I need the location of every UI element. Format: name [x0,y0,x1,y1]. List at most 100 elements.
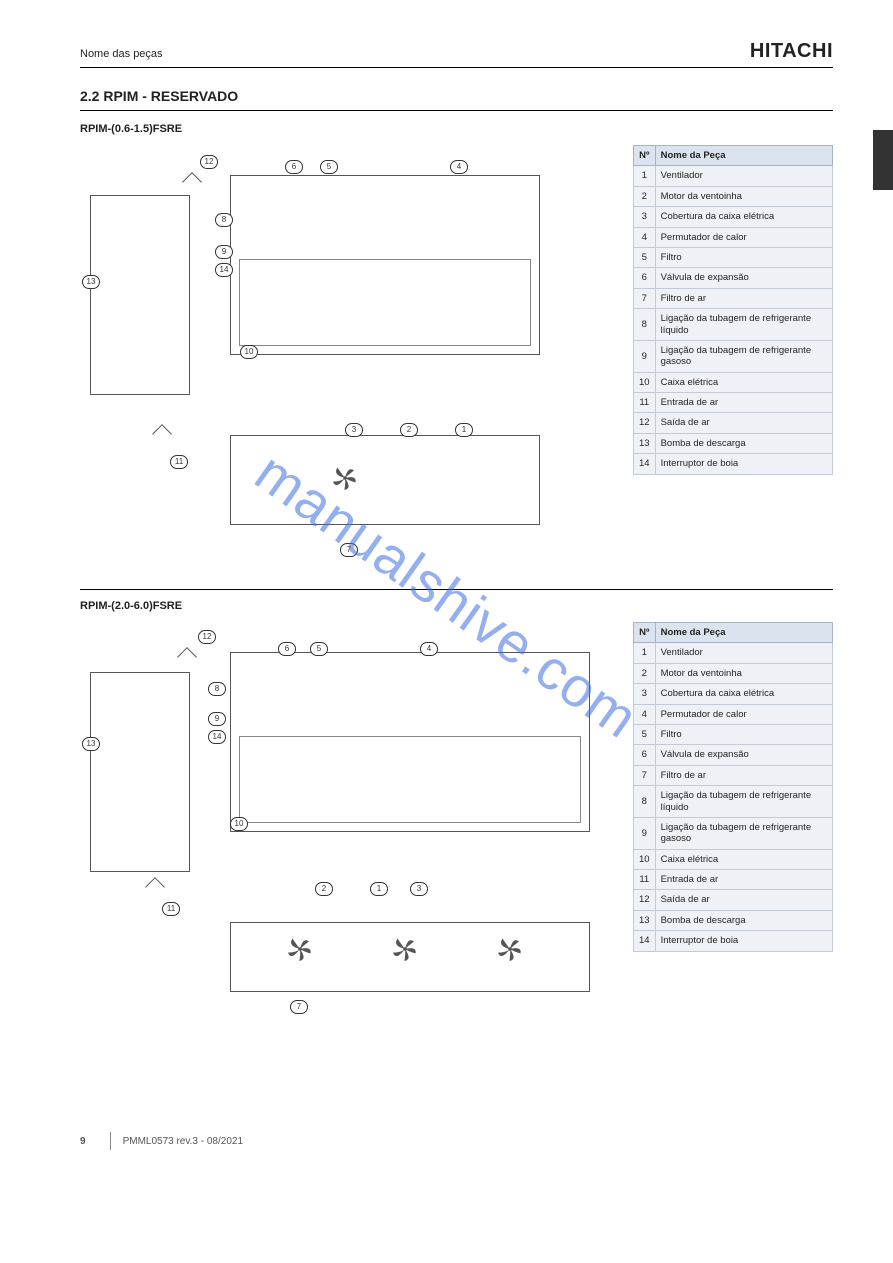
parts-cell-no: 4 [634,227,656,247]
callout-bubble: 14 [215,263,233,277]
callout-bubble: 5 [320,160,338,174]
parts-th-name: Nome da Peça [655,146,832,166]
parts-cell-name: Motor da ventoinha [655,186,832,206]
parts-cell-name: Interruptor de boia [655,931,832,951]
footer-doc-ref: PMML0573 rev.3 - 08/2021 [123,1136,243,1147]
callout-bubble: 10 [240,345,258,359]
parts-cell-name: Permutador de calor [655,704,832,724]
parts-cell-name: Entrada de ar [655,870,832,890]
callout-bubble: 8 [208,682,226,696]
callout-bubble: 14 [208,730,226,744]
callout-bubble: 6 [285,160,303,174]
parts-row: 1Ventilador [634,166,833,186]
parts-row: 12Saída de ar [634,413,833,433]
model-heading-1: RPIM-(2.0-6.0)FSRE [80,600,833,612]
content-block-1: 1265489141310213117 Nº Nome da Peça 1Ven… [80,622,833,1052]
section-title: 2.2 RPIM - RESERVADO [80,88,833,111]
parts-cell-name: Saída de ar [655,413,832,433]
parts-th-name: Nome da Peça [655,623,832,643]
callout-bubble: 12 [198,630,216,644]
parts-cell-no: 9 [634,340,656,372]
parts-row: 1Ventilador [634,643,833,663]
fan-icon [495,934,525,964]
parts-cell-name: Válvula de expansão [655,268,832,288]
page-edge-tab [873,130,893,190]
parts-cell-no: 9 [634,817,656,849]
fan-icon [330,463,360,493]
parts-cell-no: 11 [634,393,656,413]
parts-row: 2Motor da ventoinha [634,186,833,206]
parts-cell-no: 13 [634,910,656,930]
fan-icon [285,934,315,964]
parts-cell-no: 7 [634,288,656,308]
parts-row: 6Válvula de expansão [634,745,833,765]
parts-cell-name: Ventilador [655,166,832,186]
parts-row: 8Ligação da tubagem de refrigerante líqu… [634,786,833,818]
parts-cell-name: Cobertura da caixa elétrica [655,207,832,227]
parts-row: 8Ligação da tubagem de refrigerante líqu… [634,309,833,341]
callout-bubble: 1 [370,882,388,896]
parts-cell-name: Caixa elétrica [655,372,832,392]
parts-cell-no: 1 [634,643,656,663]
airflow-arrow-icon [177,647,197,667]
parts-cell-no: 3 [634,207,656,227]
diagram-top-view [230,175,540,355]
parts-cell-no: 3 [634,684,656,704]
callout-bubble: 6 [278,642,296,656]
parts-row: 9Ligação da tubagem de refrigerante gaso… [634,340,833,372]
parts-cell-no: 11 [634,870,656,890]
parts-cell-no: 2 [634,186,656,206]
airflow-arrow-icon [182,172,202,192]
parts-cell-name: Filtro de ar [655,288,832,308]
parts-row: 7Filtro de ar [634,765,833,785]
callout-bubble: 7 [290,1000,308,1014]
fan-icon [390,934,420,964]
callout-bubble: 7 [340,543,358,557]
parts-cell-name: Permutador de calor [655,227,832,247]
parts-row: 7Filtro de ar [634,288,833,308]
footer-page-number: 9 [80,1136,86,1147]
callout-bubble: 12 [200,155,218,169]
parts-cell-name: Filtro [655,247,832,267]
callout-bubble: 2 [400,423,418,437]
divider [80,589,833,590]
callout-bubble: 4 [450,160,468,174]
parts-cell-no: 10 [634,849,656,869]
parts-row: 4Permutador de calor [634,704,833,724]
parts-row: 13Bomba de descarga [634,910,833,930]
page-footer: 9 PMML0573 rev.3 - 08/2021 [80,1132,833,1150]
parts-row: 2Motor da ventoinha [634,663,833,683]
parts-cell-name: Filtro [655,724,832,744]
parts-cell-no: 14 [634,454,656,474]
page: Nome das peças HITACHI 2.2 RPIM - RESERV… [0,0,893,1190]
diagram-side-view [90,672,190,872]
parts-row: 4Permutador de calor [634,227,833,247]
parts-cell-no: 14 [634,931,656,951]
header-bar: Nome das peças HITACHI [80,40,833,68]
airflow-arrow-icon [152,424,172,444]
parts-row: 6Válvula de expansão [634,268,833,288]
brand-logo: HITACHI [750,40,833,63]
parts-cell-no: 6 [634,745,656,765]
parts-cell-name: Cobertura da caixa elétrica [655,684,832,704]
parts-cell-no: 7 [634,765,656,785]
parts-row: 13Bomba de descarga [634,433,833,453]
parts-cell-name: Bomba de descarga [655,433,832,453]
footer-separator [110,1132,111,1150]
parts-row: 10Caixa elétrica [634,849,833,869]
parts-cell-no: 10 [634,372,656,392]
parts-row: 10Caixa elétrica [634,372,833,392]
callout-bubble: 3 [345,423,363,437]
callout-bubble: 3 [410,882,428,896]
parts-cell-no: 5 [634,724,656,744]
parts-table-1: Nº Nome da Peça 1Ventilador2Motor da ven… [633,622,833,952]
parts-row: 14Interruptor de boia [634,454,833,474]
parts-cell-name: Ligação da tubagem de refrigerante gasos… [655,817,832,849]
diagram-front-view [230,435,540,525]
parts-row: 11Entrada de ar [634,870,833,890]
parts-cell-no: 2 [634,663,656,683]
parts-table-0: Nº Nome da Peça 1Ventilador2Motor da ven… [633,145,833,475]
content-block-0: 1265489141310321117 Nº Nome da Peça 1Ven… [80,145,833,575]
callout-bubble: 10 [230,817,248,831]
airflow-arrow-icon [145,877,165,897]
